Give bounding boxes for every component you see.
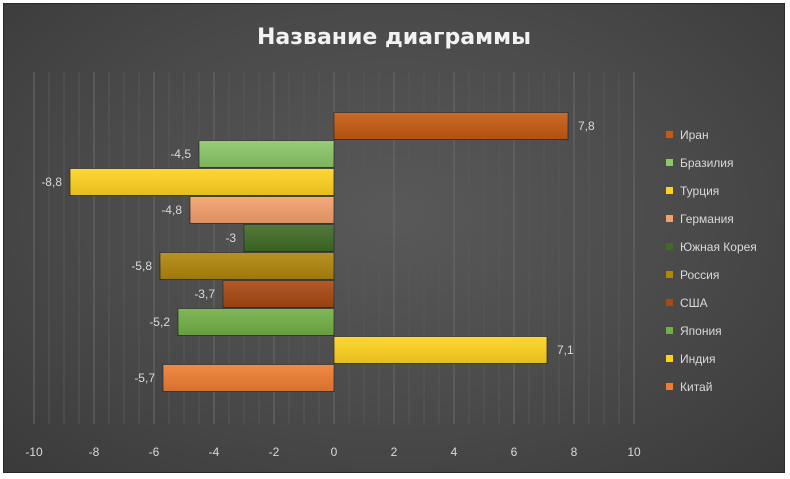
data-label: -8,8: [41, 175, 62, 189]
legend-item: Китай: [666, 380, 712, 394]
bar-shading: [163, 364, 334, 392]
legend-item: США: [666, 296, 708, 310]
legend-label: Бразилия: [680, 156, 734, 170]
x-tick-label: 6: [511, 445, 518, 459]
x-tick-label: 8: [571, 445, 578, 459]
legend-swatch: [666, 327, 673, 334]
x-tick-label: 10: [627, 445, 641, 459]
legend-label: Южная Корея: [680, 240, 757, 254]
legend-label: США: [680, 296, 708, 310]
legend-item: Иран: [666, 128, 709, 142]
bar-shading: [70, 168, 334, 196]
bar-group: -4,5: [170, 140, 335, 168]
x-tick-label: 0: [331, 445, 338, 459]
bar-shading: [160, 252, 334, 280]
x-tick-label: -2: [269, 445, 280, 459]
bar-shading: [334, 112, 568, 140]
legend-swatch: [666, 131, 673, 138]
data-label: -5,8: [131, 259, 152, 273]
x-tick-label: 4: [451, 445, 458, 459]
bar-chart: Название диаграммы 7,8 -4,5 -8,8 -4,8 -3 -5,8…: [25, 25, 757, 459]
data-label: -3: [225, 231, 236, 245]
legend-swatch: [666, 271, 673, 278]
legend-swatch: [666, 215, 673, 222]
legend-label: Россия: [680, 268, 719, 282]
x-tick-label: -6: [149, 445, 160, 459]
legend-swatch: [666, 383, 673, 390]
data-label: -4,8: [161, 203, 182, 217]
legend-label: Китай: [680, 380, 712, 394]
bar-shading: [199, 140, 334, 168]
legend-label: Индия: [680, 352, 715, 366]
legend-label: Германия: [680, 212, 734, 226]
x-tick-label: -10: [25, 445, 43, 459]
legend-item: Германия: [666, 212, 734, 226]
bar-group: -8,8: [41, 168, 335, 196]
bar-group: -5,8: [131, 252, 335, 280]
legend-swatch: [666, 355, 673, 362]
chart-area: Название диаграммы 7,8 -4,5 -8,8 -4,8 -3 -5,8…: [3, 3, 785, 473]
bar-shading: [190, 196, 334, 224]
bars: 7,8 -4,5 -8,8 -4,8 -3 -5,8 -3,7 -5,2 7,1 -5,7: [41, 112, 595, 392]
legend-item: Япония: [666, 324, 722, 338]
bar-group: -5,2: [149, 308, 335, 336]
x-axis-ticks: -10 -8 -6 -4 -2 0 2 4 6 8 10: [25, 445, 641, 459]
data-label: 7,1: [557, 343, 574, 357]
legend-swatch: [666, 299, 673, 306]
bar-group: 7,1: [333, 336, 574, 364]
legend-label: Турция: [680, 184, 719, 198]
legend-item: Турция: [666, 184, 719, 198]
bar-shading: [334, 336, 547, 364]
chart-title: Название диаграммы: [257, 25, 531, 50]
bar-shading: [178, 308, 334, 336]
bar-shading: [223, 280, 334, 308]
bar-group: -3,7: [194, 280, 335, 308]
data-label: -5,7: [134, 371, 155, 385]
bar-group: -4,8: [161, 196, 335, 224]
legend-item: Россия: [666, 268, 719, 282]
legend: Иран Бразилия Турция Германия Южная Корея Рос…: [666, 128, 757, 394]
legend-swatch: [666, 159, 673, 166]
bar-group: -3: [225, 224, 335, 252]
legend-item: Индия: [666, 352, 715, 366]
bar-group: -5,7: [134, 364, 335, 392]
legend-swatch: [666, 243, 673, 250]
x-tick-label: 2: [391, 445, 398, 459]
x-tick-label: -8: [89, 445, 100, 459]
data-label: -3,7: [194, 287, 215, 301]
legend-swatch: [666, 187, 673, 194]
bar-group: 7,8: [333, 112, 595, 140]
data-label: -5,2: [149, 315, 170, 329]
data-label: -4,5: [170, 147, 191, 161]
legend-label: Иран: [680, 128, 709, 142]
legend-item: Бразилия: [666, 156, 734, 170]
x-tick-label: -4: [209, 445, 220, 459]
bar-shading: [244, 224, 334, 252]
data-label: 7,8: [578, 119, 595, 133]
legend-item: Южная Корея: [666, 240, 757, 254]
legend-label: Япония: [680, 324, 722, 338]
